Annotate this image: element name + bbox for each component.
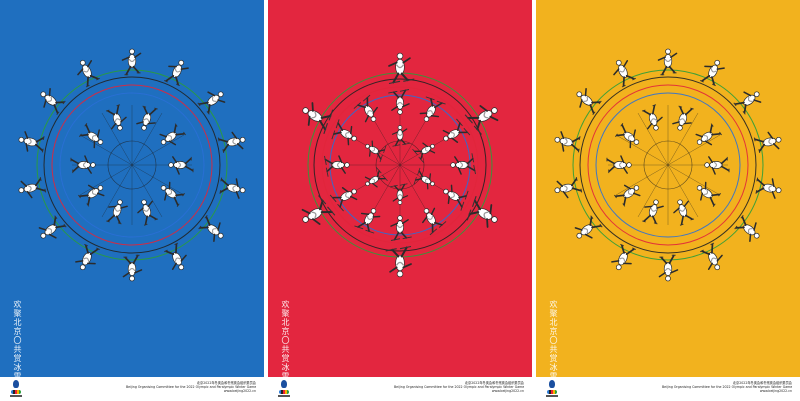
athlete-figure [121,48,142,76]
athlete-figure [391,125,410,147]
athlete-figure [122,254,143,282]
athlete-figure [164,242,187,271]
athlete-figure [642,199,664,225]
footer-line-url: www.beijing2022.cn [223,389,256,393]
athlete-figure [641,104,663,131]
athlete-figure [40,88,66,116]
athlete-figure [70,155,96,174]
footer-line-url: www.beijing2022.cn [759,389,792,393]
athlete-figure [106,199,128,225]
athlete-figure [412,142,436,163]
athlete-figure [136,105,158,131]
athlete-figure [159,123,186,146]
athlete-figure [160,181,186,207]
beijing-2022-emblem [546,380,558,398]
poster-blue: 欢聚北京〇共赏冰雪 北京2022年冬奥会和冬残奥会组织委员会 Beijing O… [0,0,264,401]
athlete-figure [443,184,469,211]
athlete-figure [365,140,387,163]
athlete-figure [576,88,602,116]
athlete-figure [695,123,722,146]
athlete-figure [388,89,410,115]
athlete-figure [354,208,381,234]
athlete-figure [353,94,378,123]
footer-line-cn: 北京2022年冬奥会和冬残奥会组织委员会 [732,381,792,385]
athlete-figure [755,177,782,199]
poster-footer: 北京2022年冬奥会和冬残奥会组织委员会 Beijing Organising … [0,377,264,401]
athlete-figure [137,199,159,226]
athlete-figure [611,243,636,271]
footer-line-cn: 北京2022年冬奥会和冬残奥会组织委员会 [196,381,256,385]
athlete-figure [700,242,723,271]
poster-slogan: 欢聚北京〇共赏冰雪 [281,300,290,381]
athlete-figure [419,96,446,122]
athlete-figure [164,59,189,87]
beijing-2022-emblem [10,380,22,398]
athlete-figure [672,105,694,131]
athlete-figure [673,199,695,226]
athlete-figure [554,131,581,153]
athlete-figure [413,167,435,190]
athlete-figure [324,155,350,177]
athlete-figure [696,181,722,207]
poster-footer: 北京2022年冬奥会和冬残奥会组织委员会 Beijing Organising … [536,377,800,401]
speed-skating-mandala [18,48,246,282]
athlete-figure [466,196,498,228]
athlete-figure [614,184,641,207]
footer-line-en: Beijing Organising Committee for the 202… [394,385,524,389]
athlete-figure [385,245,412,278]
footer-credits: 北京2022年冬奥会和冬残奥会组织委员会 Beijing Organising … [394,381,524,393]
athlete-figure [700,59,725,87]
athlete-figure [105,104,127,131]
beijing-2022-emblem [278,380,290,398]
athlete-figure [574,215,603,239]
athlete-figure [388,52,415,85]
athlete-figure [329,187,358,212]
athlete-figure [75,243,100,271]
poster-red: 欢聚北京〇共赏冰雪 北京2022年冬奥会和冬残奥会组织委员会 Beijing O… [268,0,532,401]
poster-slogan: 欢聚北京〇共赏冰雪 [549,300,558,381]
athlete-figure [657,48,678,76]
athlete-figure [390,215,412,241]
athlete-figure [464,105,499,135]
athlete-figure [38,215,67,239]
athlete-figure [301,195,336,225]
poster-yellow: 欢聚北京〇共赏冰雪 北京2022年冬奥会和冬残奥会组织委员会 Beijing O… [536,0,800,401]
poster-slogan: 欢聚北京〇共赏冰雪 [13,300,22,381]
athlete-figure [442,118,471,143]
athlete-figure [168,156,194,175]
athlete-figure [198,214,224,242]
athlete-figure [422,207,447,236]
athlete-figure [613,59,636,88]
athlete-figure [302,102,334,134]
athlete-figure [390,183,409,205]
athlete-figure [450,153,476,175]
athlete-figure [734,214,760,242]
athlete-figure [364,167,388,188]
athlete-figure [704,156,730,175]
athlete-figure [554,177,583,199]
athlete-figure [77,59,100,88]
athlete-figure [197,91,226,115]
athlete-figure [733,91,762,115]
footer-credits: 北京2022年冬奥会和冬残奥会组织委员会 Beijing Organising … [662,381,792,393]
footer-line-en: Beijing Organising Committee for the 202… [662,385,792,389]
athlete-figure [753,131,782,153]
figure-skating-mandala [554,48,782,282]
athlete-figure [331,119,357,146]
athlete-figure [614,123,640,149]
footer-line-en: Beijing Organising Committee for the 202… [126,385,256,389]
footer-credits: 北京2022年冬奥会和冬残奥会组织委员会 Beijing Organising … [126,381,256,393]
athlete-figure [606,155,632,174]
athlete-figure [78,184,105,207]
poster-footer: 北京2022年冬奥会和冬残奥会组织委员会 Beijing Organising … [268,377,532,401]
freestyle-skiing-mandala [301,52,499,278]
athlete-figure [78,123,104,149]
footer-line-cn: 北京2022年冬奥会和冬残奥会组织委员会 [464,381,524,385]
athlete-figure [658,254,679,282]
athlete-figure [18,131,45,153]
footer-line-url: www.beijing2022.cn [491,389,524,393]
athlete-figure [18,177,47,199]
athlete-figure [219,177,246,199]
athlete-figure [217,131,246,153]
